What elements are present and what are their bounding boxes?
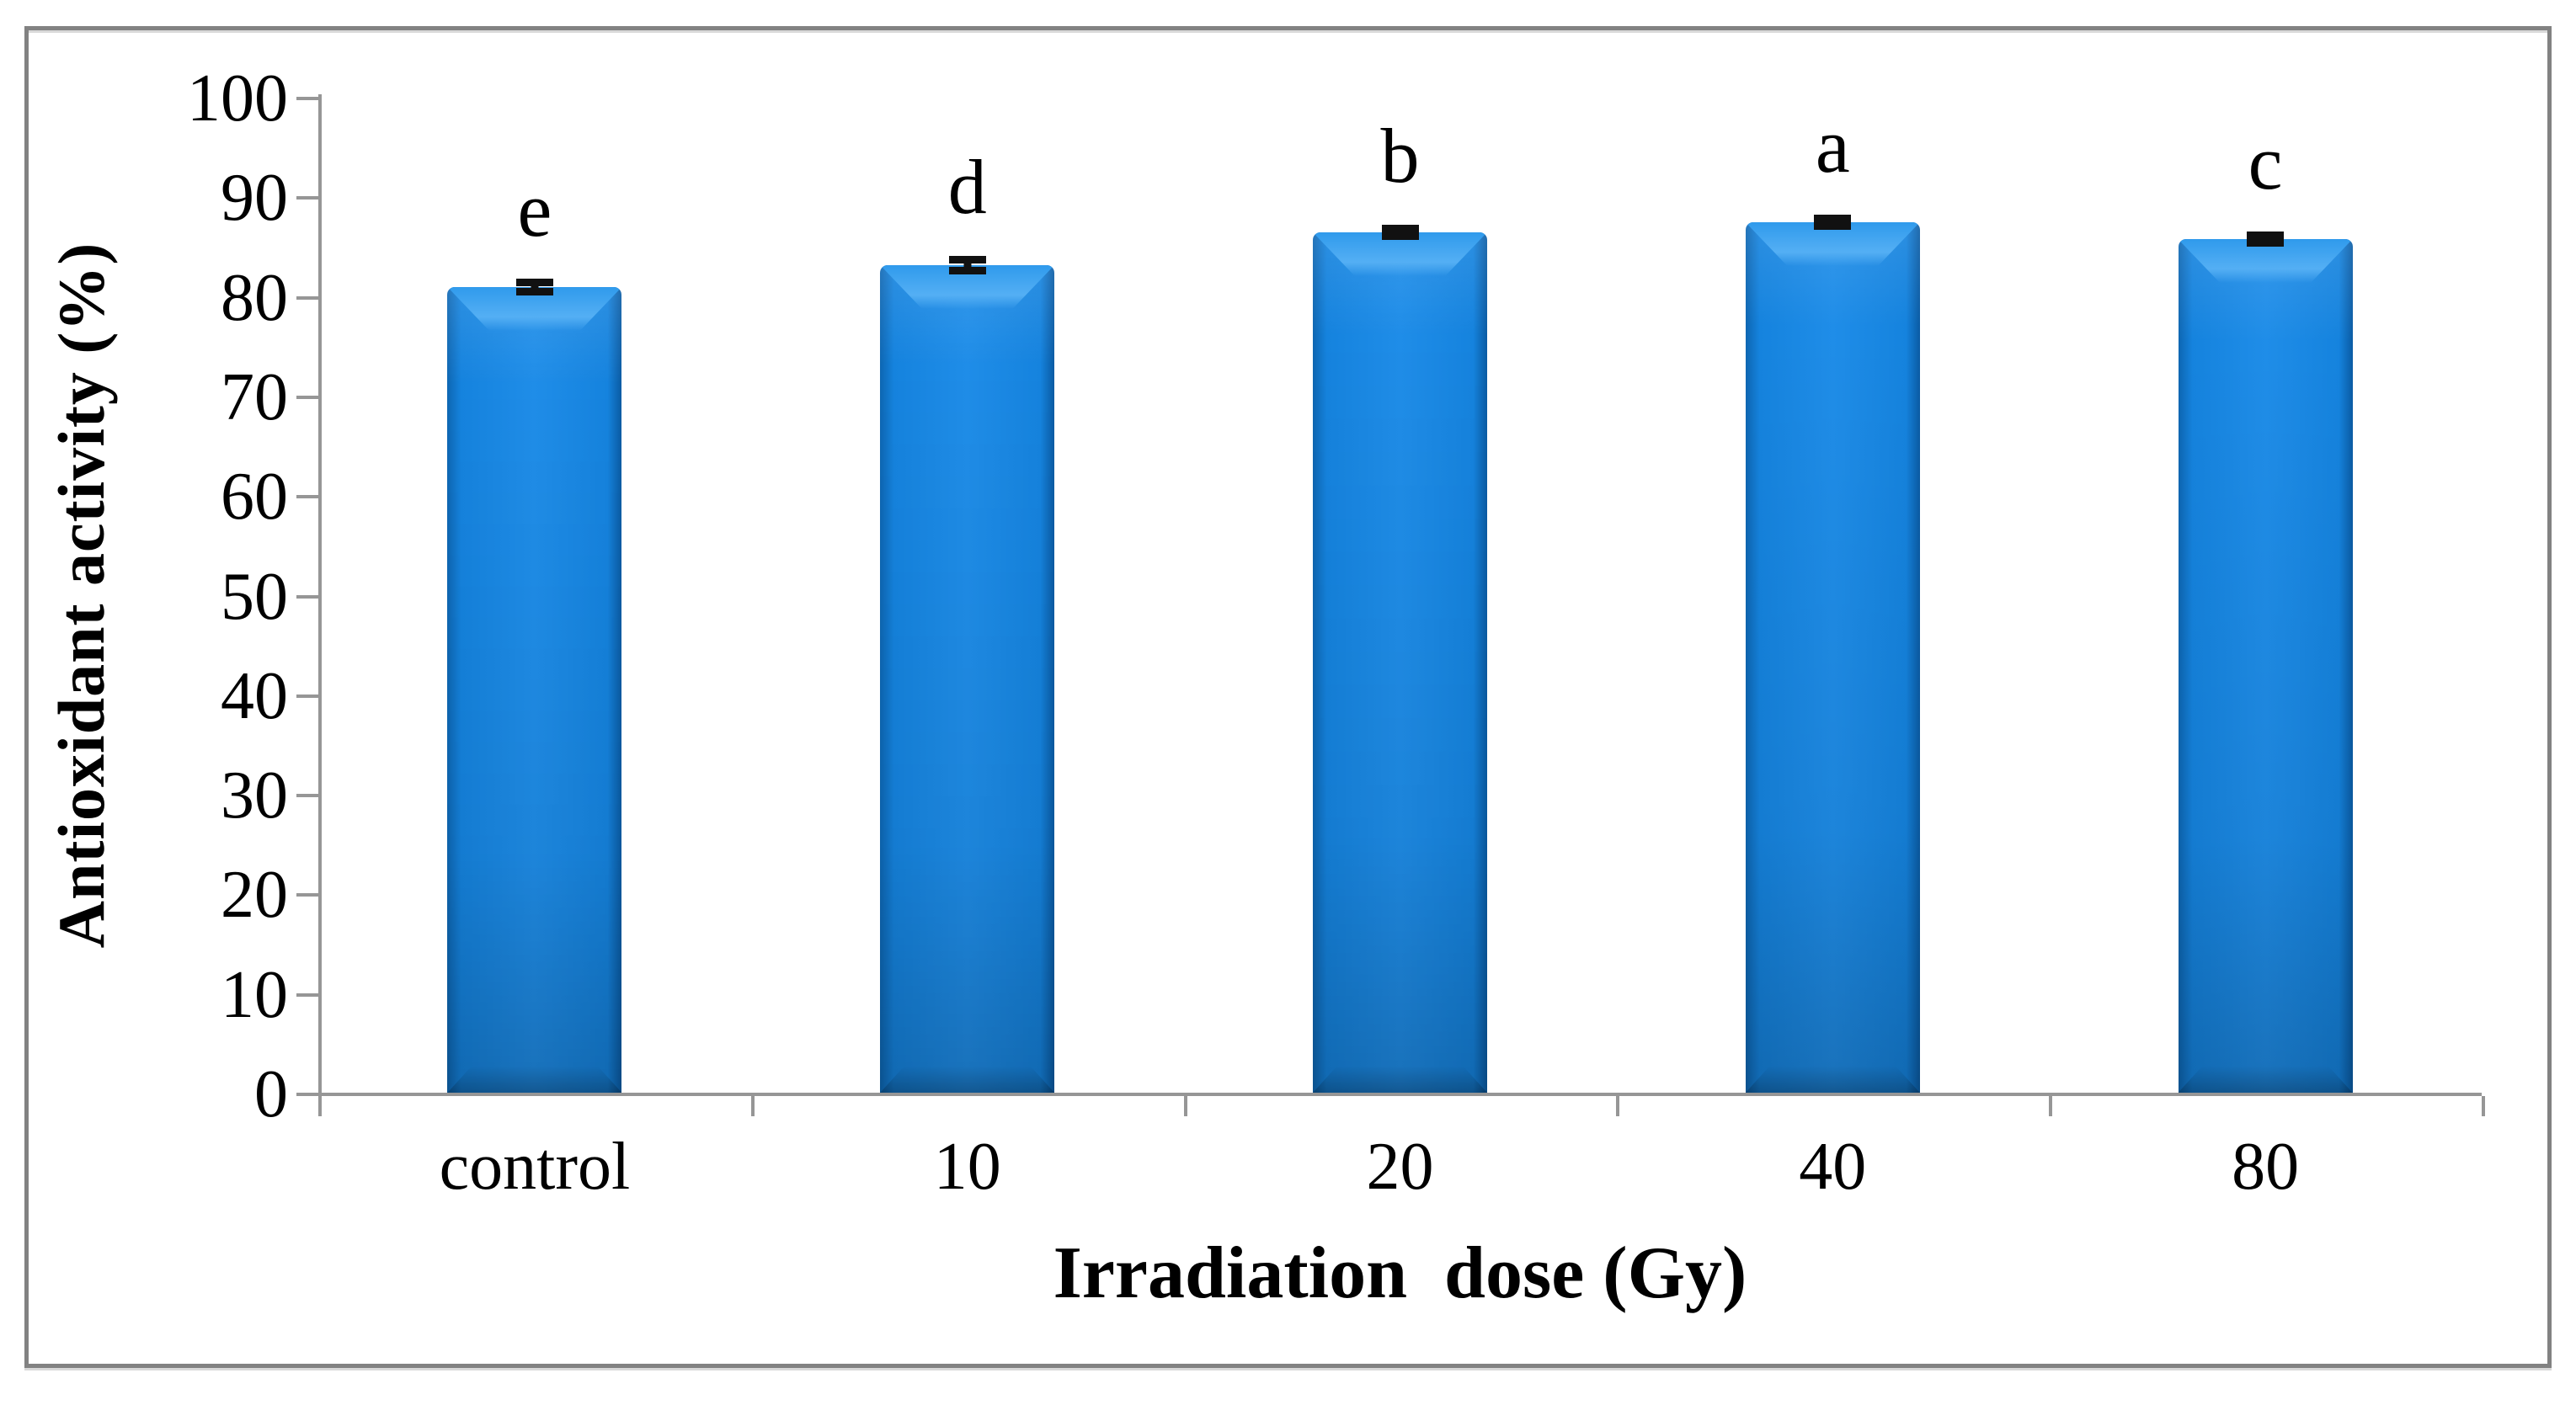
bar (880, 264, 1055, 1093)
error-bar-bottom-cap (1381, 232, 1419, 241)
y-tick-label: 20 (221, 858, 288, 933)
x-tick-label: control (439, 1130, 631, 1204)
error-bar-stem (531, 279, 539, 295)
x-tick (318, 1096, 322, 1116)
x-tick (750, 1096, 755, 1116)
x-tick-label: 20 (1366, 1130, 1434, 1204)
error-bar (2247, 232, 2285, 247)
significance-letter: c (2248, 120, 2283, 206)
significance-letter: a (1815, 103, 1850, 189)
significance-letter: e (517, 167, 552, 253)
x-axis-title: Irradiation dose (Gy) (1053, 1232, 1747, 1314)
y-axis-title: Antioxidant activity (%) (45, 242, 118, 949)
y-tick-label: 50 (221, 559, 288, 634)
error-bar-bottom-cap (948, 267, 986, 275)
x-tick (2482, 1096, 2485, 1116)
error-bar-bottom-cap (2247, 238, 2285, 247)
x-tick-label: 80 (2232, 1130, 2300, 1204)
error-bar (948, 255, 986, 275)
y-tick (296, 97, 318, 100)
y-tick-label: 60 (221, 460, 288, 535)
y-tick-label: 100 (187, 61, 288, 136)
bar (1745, 222, 1920, 1093)
y-tick-label: 30 (221, 758, 288, 833)
significance-letter: d (947, 143, 987, 230)
error-bar-stem (1396, 224, 1404, 241)
y-tick (296, 1093, 318, 1096)
x-tick-label: 40 (1799, 1130, 1867, 1204)
x-tick-label: 10 (933, 1130, 1001, 1204)
y-tick (296, 794, 318, 798)
y-tick-label: 90 (221, 161, 288, 236)
y-tick (296, 495, 318, 499)
y-tick (296, 993, 318, 997)
error-bar-bottom-cap (515, 287, 553, 295)
significance-letter: b (1380, 112, 1420, 199)
y-tick (296, 594, 318, 599)
chart-border (24, 26, 2552, 1368)
y-tick (296, 395, 318, 399)
x-tick (2049, 1096, 2053, 1116)
error-bar (1814, 215, 1852, 230)
y-tick (296, 694, 318, 698)
y-tick-label: 40 (221, 658, 288, 733)
error-bar-stem (963, 255, 972, 275)
x-tick (1616, 1096, 1620, 1116)
error-bar-bottom-cap (1814, 221, 1852, 230)
y-tick (296, 295, 318, 300)
y-tick-label: 0 (254, 1057, 288, 1131)
y-tick (296, 196, 318, 200)
y-axis-line (318, 94, 322, 1096)
x-tick (1183, 1096, 1187, 1116)
bar (2178, 239, 2353, 1093)
y-tick-label: 80 (221, 260, 288, 335)
y-tick (296, 893, 318, 897)
bar (447, 286, 622, 1093)
error-bar (1381, 224, 1419, 241)
bar (1313, 232, 1487, 1093)
error-bar (515, 279, 553, 295)
x-axis-line (318, 1093, 2482, 1096)
y-tick-label: 70 (221, 359, 288, 434)
y-tick-label: 10 (221, 957, 288, 1032)
